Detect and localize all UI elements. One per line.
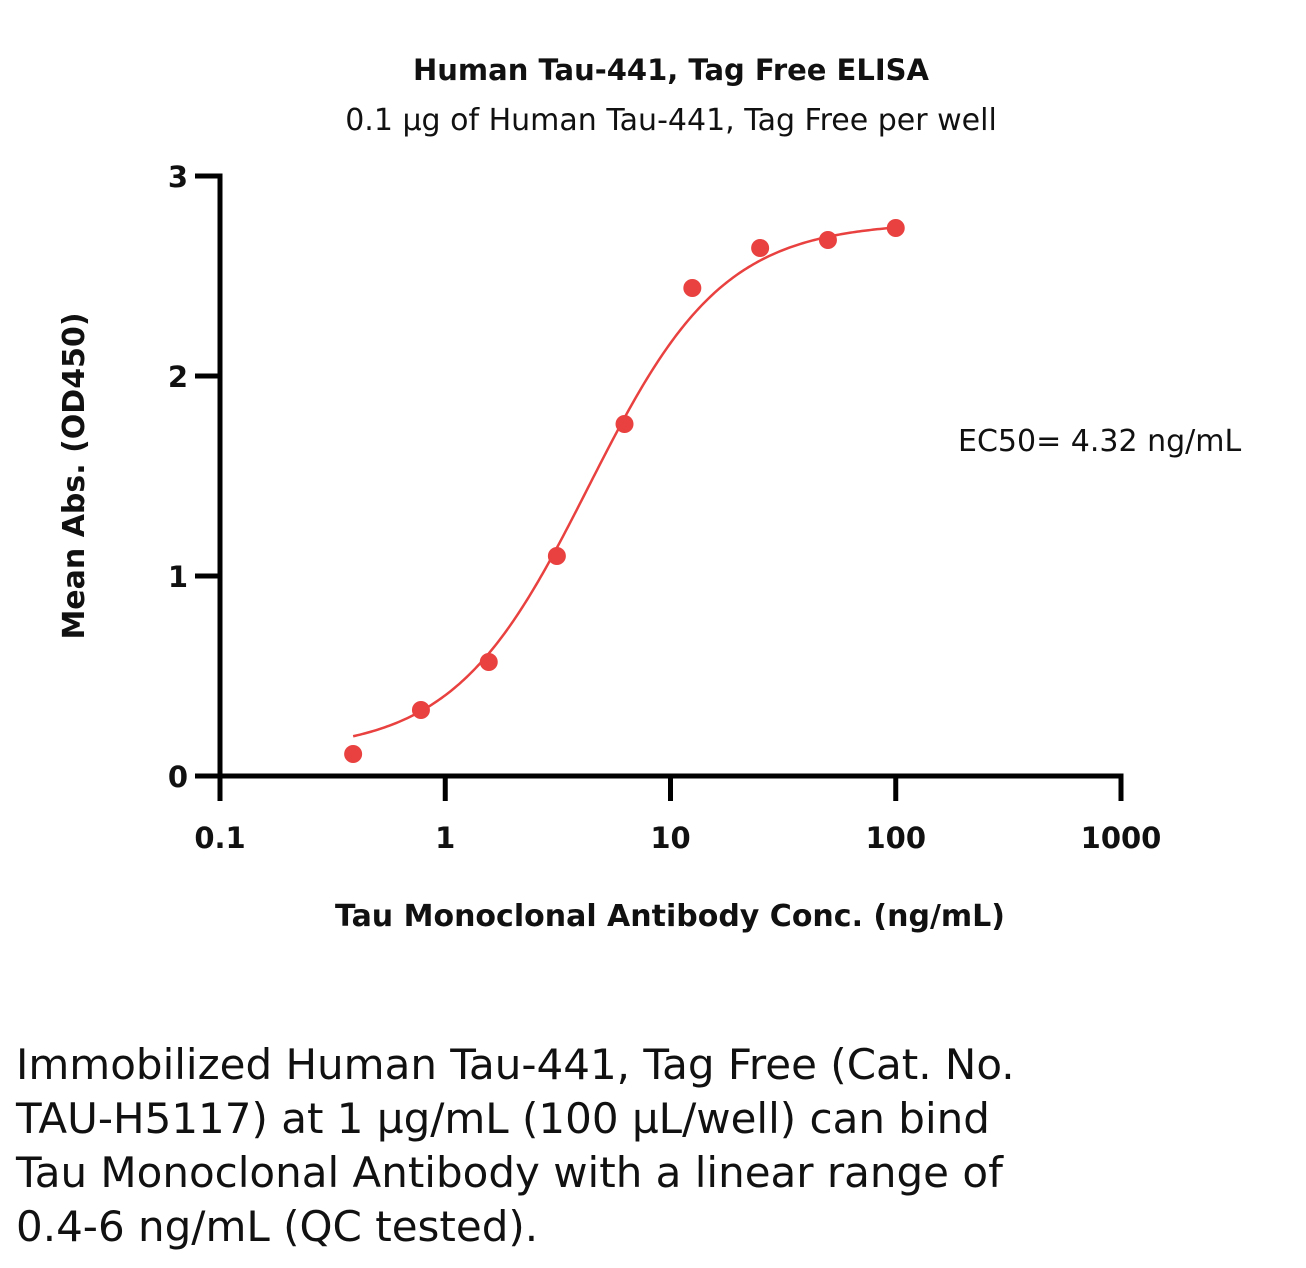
data-points (344, 219, 905, 763)
y-tick-label: 1 (168, 560, 188, 594)
x-tick-label: 0.1 (194, 821, 245, 855)
x-tick-label: 1 (435, 821, 455, 855)
data-point (547, 547, 566, 565)
ec50-annotation: EC50= 4.32 ng/mL (958, 424, 1241, 459)
data-point (683, 279, 702, 297)
data-point (479, 653, 498, 671)
x-tick-label: 100 (865, 821, 926, 855)
data-point (818, 231, 837, 249)
y-axis-label: Mean Abs. (OD450) (57, 312, 92, 639)
chart-subtitle: 0.1 µg of Human Tau-441, Tag Free per we… (345, 103, 997, 138)
x-tick-label: 1000 (1081, 821, 1162, 855)
data-point (344, 745, 363, 763)
axes: 0.1 1 10 100 1000 0 1 2 3 (168, 160, 1162, 855)
y-tick-label: 2 (168, 360, 188, 394)
fit-curve-group (352, 226, 896, 738)
chart-title: Human Tau-441, Tag Free ELISA (413, 53, 930, 87)
data-point (751, 239, 770, 257)
y-tick-label: 0 (168, 760, 188, 794)
elisa-chart: Human Tau-441, Tag Free ELISA 0.1 µg of … (57, 53, 1241, 934)
fit-curve-line (352, 226, 896, 738)
data-point (886, 219, 905, 237)
data-point (615, 415, 634, 433)
figure-caption: Immobilized Human Tau-441, Tag Free (Cat… (16, 1040, 1015, 1251)
y-tick-label: 3 (168, 160, 188, 194)
x-tick-label: 10 (650, 821, 690, 855)
data-point (411, 701, 430, 719)
x-axis-label: Tau Monoclonal Antibody Conc. (ng/mL) (335, 899, 1005, 934)
